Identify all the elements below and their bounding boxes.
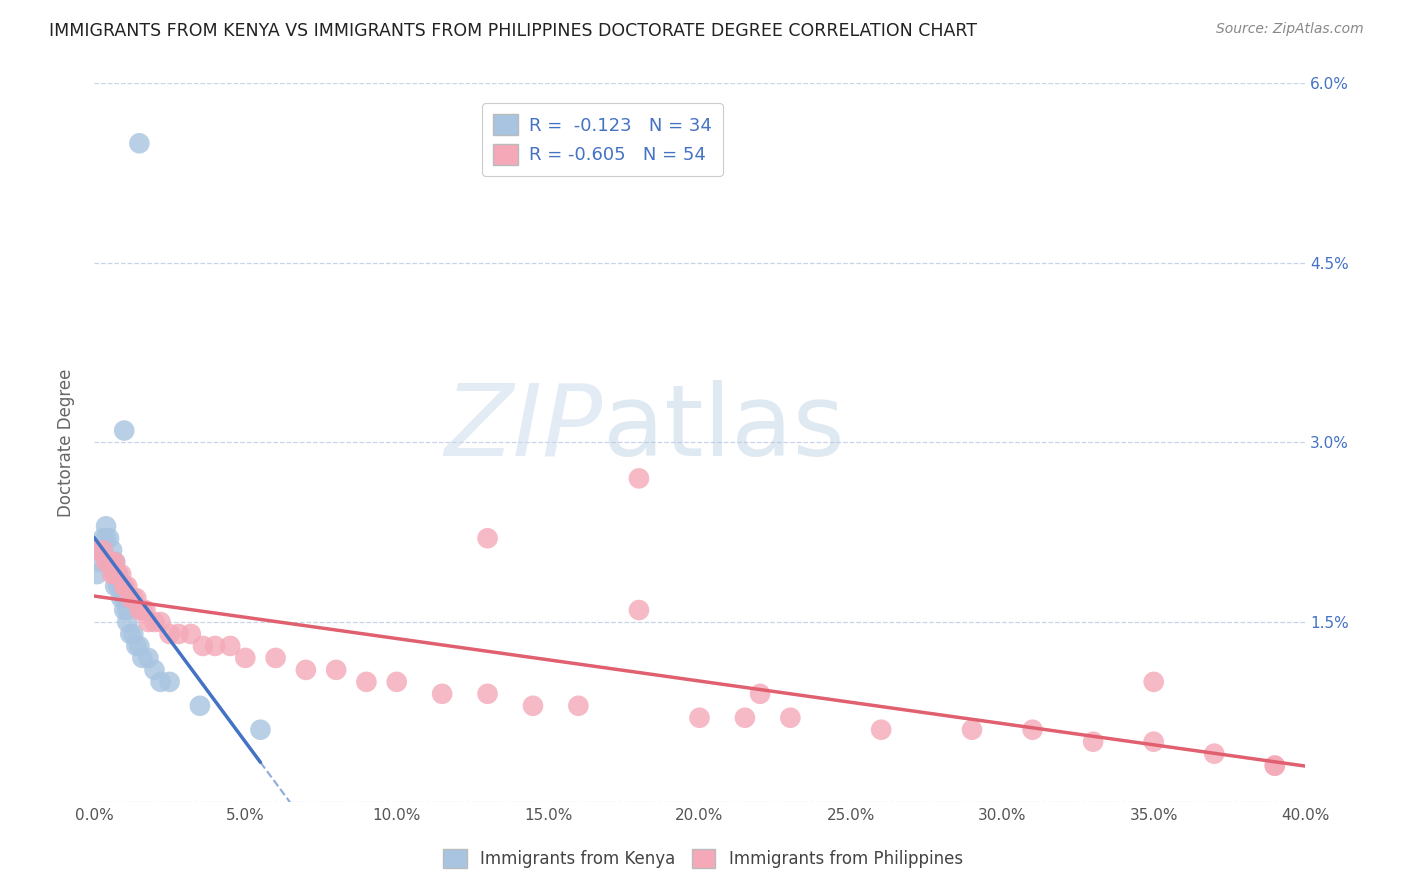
Point [104,567,127,582]
Point [1264,758,1286,772]
Point [430,687,453,701]
Point [143,663,166,677]
Point [1143,674,1166,689]
Point [249,723,271,737]
Point [122,627,145,641]
Point [131,651,153,665]
Point [219,639,242,653]
Point [98,531,121,545]
Point [149,674,172,689]
Point [960,723,983,737]
Point [104,555,127,569]
Text: ZIP: ZIP [444,380,603,476]
Point [110,579,132,593]
Point [870,723,893,737]
Point [477,687,499,701]
Point [101,555,124,569]
Point [104,555,127,569]
Point [110,591,132,605]
Point [107,579,129,593]
Y-axis label: Doctorate Degree: Doctorate Degree [58,368,75,516]
Point [101,555,124,569]
Point [131,603,153,617]
Point [264,651,287,665]
Point [627,471,650,485]
Legend: R =  -0.123   N = 34, R = -0.605   N = 54: R = -0.123 N = 34, R = -0.605 N = 54 [482,103,723,176]
Text: Source: ZipAtlas.com: Source: ZipAtlas.com [1216,22,1364,37]
Point [188,698,211,713]
Point [167,627,190,641]
Point [522,698,544,713]
Point [191,639,214,653]
Point [138,651,160,665]
Point [779,711,801,725]
Point [734,711,756,725]
Point [159,627,181,641]
Point [627,603,650,617]
Text: atlas: atlas [603,380,844,476]
Point [112,603,135,617]
Point [1021,723,1043,737]
Point [101,543,124,558]
Point [567,698,589,713]
Point [128,136,150,151]
Point [128,639,150,653]
Point [91,543,114,558]
Point [120,627,142,641]
Point [356,674,378,689]
Point [112,579,135,593]
Point [94,555,117,569]
Point [112,591,135,605]
Text: IMMIGRANTS FROM KENYA VS IMMIGRANTS FROM PHILIPPINES DOCTORATE DEGREE CORRELATIO: IMMIGRANTS FROM KENYA VS IMMIGRANTS FROM… [49,22,977,40]
Point [149,615,172,629]
Point [86,567,108,582]
Point [120,591,142,605]
Point [94,519,117,533]
Point [749,687,772,701]
Point [107,567,129,582]
Point [115,603,138,617]
Point [1081,734,1104,748]
Point [122,591,145,605]
Point [1264,758,1286,772]
Point [91,543,114,558]
Point [233,651,256,665]
Point [385,674,408,689]
Point [89,555,111,569]
Point [86,543,108,558]
Point [477,531,499,545]
Point [138,615,160,629]
Point [180,627,202,641]
Point [115,579,138,593]
Point [125,591,148,605]
Point [107,567,129,582]
Point [115,615,138,629]
Point [143,615,166,629]
Point [94,531,117,545]
Point [689,711,711,725]
Point [159,674,181,689]
Point [98,555,121,569]
Point [128,603,150,617]
Point [110,567,132,582]
Point [325,663,347,677]
Point [104,579,127,593]
Legend: Immigrants from Kenya, Immigrants from Philippines: Immigrants from Kenya, Immigrants from P… [437,842,969,875]
Point [112,424,135,438]
Point [134,603,156,617]
Point [1143,734,1166,748]
Point [204,639,226,653]
Point [125,639,148,653]
Point [104,567,127,582]
Point [1204,747,1226,761]
Point [112,579,135,593]
Point [91,531,114,545]
Point [295,663,318,677]
Point [98,555,121,569]
Point [101,567,124,582]
